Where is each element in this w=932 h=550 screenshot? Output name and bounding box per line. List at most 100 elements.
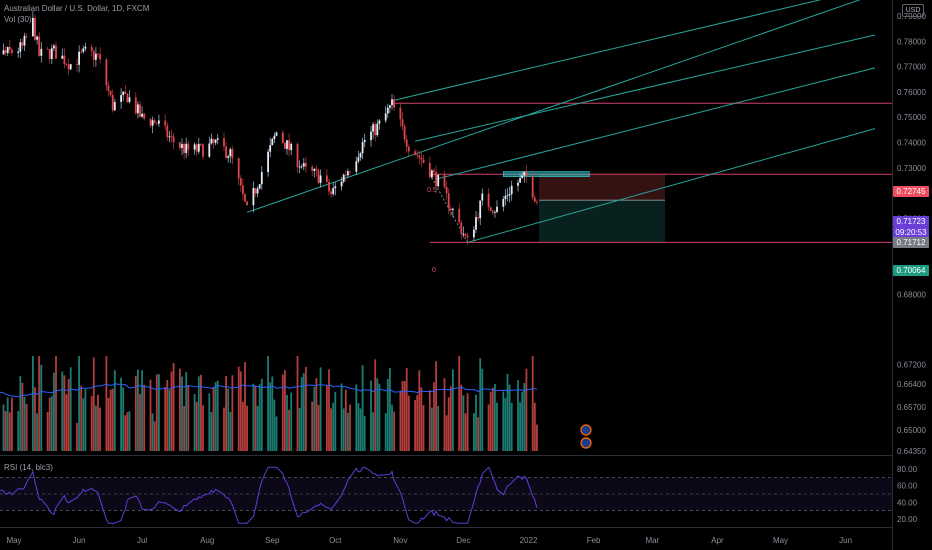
volume-bar: [107, 397, 110, 451]
candle-body: [128, 97, 131, 103]
candle-body: [105, 59, 108, 86]
volume-bar: [267, 356, 269, 451]
volume-bar: [519, 402, 521, 451]
channel-line[interactable]: [414, 34, 876, 142]
candle-body: [256, 188, 259, 194]
candle-body: [260, 172, 263, 185]
candle-body: [399, 107, 402, 120]
pitchfork-channel[interactable]: [246, 0, 876, 243]
candle-body: [281, 132, 284, 143]
volume-bar: [433, 382, 435, 451]
volume-bar: [466, 393, 469, 451]
candle-body: [386, 107, 389, 114]
volume-bar: [11, 397, 13, 451]
volume-bar: [4, 411, 7, 451]
volume-bar: [17, 411, 20, 451]
price-tick-label: 0.77000: [897, 63, 926, 72]
volume-bar: [2, 404, 5, 451]
candle-body: [407, 146, 410, 152]
volume-bar: [489, 391, 492, 451]
candle-body: [155, 123, 158, 124]
event-badges[interactable]: [580, 424, 592, 449]
candle-body: [90, 46, 93, 52]
volume-bar: [443, 378, 446, 451]
channel-line[interactable]: [467, 128, 876, 243]
volume-bar: [363, 416, 366, 451]
volume-bar: [212, 387, 215, 451]
volume-bar: [239, 371, 242, 451]
volume-bar: [69, 367, 72, 451]
fib-label-half: 0.5: [427, 187, 437, 194]
volume-bar: [447, 397, 450, 451]
volume-bar: [40, 364, 43, 451]
volume-bar: [403, 381, 406, 451]
volume-bar: [284, 370, 286, 451]
candle-body: [19, 42, 22, 52]
rsi-legend[interactable]: RSI (14, blc3): [4, 463, 53, 472]
position-risk-zone[interactable]: [539, 174, 665, 201]
candle-body: [210, 138, 213, 144]
candle-body: [193, 144, 196, 150]
event-flag-icon[interactable]: [580, 437, 592, 449]
volume-bar: [342, 408, 345, 451]
time-tick-label: May: [773, 536, 788, 545]
event-flag-icon[interactable]: [580, 424, 592, 436]
rsi-tick-label: 60.00: [897, 482, 918, 491]
price-tick-label: 0.76000: [897, 88, 926, 97]
candle-body: [300, 166, 303, 168]
candle-body: [239, 178, 242, 186]
volume-bar: [8, 412, 11, 451]
time-tick-label: Mar: [646, 536, 660, 545]
volume-bar: [378, 383, 381, 451]
candle-body: [197, 144, 200, 152]
candle-body: [313, 168, 316, 171]
volume-bar: [181, 376, 183, 451]
candle-body: [185, 143, 188, 154]
volume-bar: [281, 374, 284, 451]
position-reward-zone[interactable]: [539, 200, 665, 243]
price-tick-label: 0.67200: [897, 361, 926, 370]
candle-body: [349, 171, 351, 173]
channel-line[interactable]: [435, 67, 876, 180]
volume-bar: [431, 407, 433, 451]
volume-bar: [6, 397, 9, 451]
volume-bar: [370, 380, 372, 451]
resistance-zone[interactable]: [502, 171, 590, 177]
volume-bar: [208, 393, 211, 451]
volume-bar: [389, 367, 391, 451]
candle-body: [107, 85, 110, 91]
candle-body: [48, 49, 51, 59]
volume-bar: [38, 356, 41, 451]
price-tick-label: 0.68000: [897, 290, 926, 299]
volume-bar: [300, 377, 303, 451]
currency-button[interactable]: USD: [902, 4, 924, 17]
candle-body: [504, 195, 507, 200]
volume-bar: [418, 370, 421, 451]
candle-body: [164, 120, 167, 126]
candle-body: [40, 48, 43, 56]
volume-bar: [202, 405, 204, 451]
time-axis[interactable]: May Jun Jul Aug Sep Oct Nov Dec 2022 Feb Mar Apr May…: [6, 536, 852, 545]
candle-body: [521, 175, 524, 179]
volume-bar: [414, 400, 416, 451]
candle-body: [78, 51, 80, 65]
volume-bar: [464, 413, 467, 451]
volume-bar: [399, 390, 402, 451]
volume-bar: [242, 401, 244, 451]
candle-body: [298, 166, 301, 168]
volume-legend[interactable]: Vol (30): [4, 15, 32, 24]
volume-bar: [63, 375, 66, 451]
channel-line[interactable]: [246, 0, 875, 213]
volume-bar: [168, 389, 171, 451]
volume-bar: [391, 404, 393, 451]
channel-line[interactable]: [391, 0, 875, 102]
volume-bar: [502, 391, 505, 451]
volume-bar: [231, 375, 234, 451]
volume-bar: [78, 356, 80, 451]
candle-body: [84, 46, 87, 49]
volume-bar: [401, 380, 404, 451]
volume-bar: [23, 396, 26, 451]
price-tag-box: 0.71712: [893, 237, 929, 248]
candle-body: [403, 126, 406, 140]
